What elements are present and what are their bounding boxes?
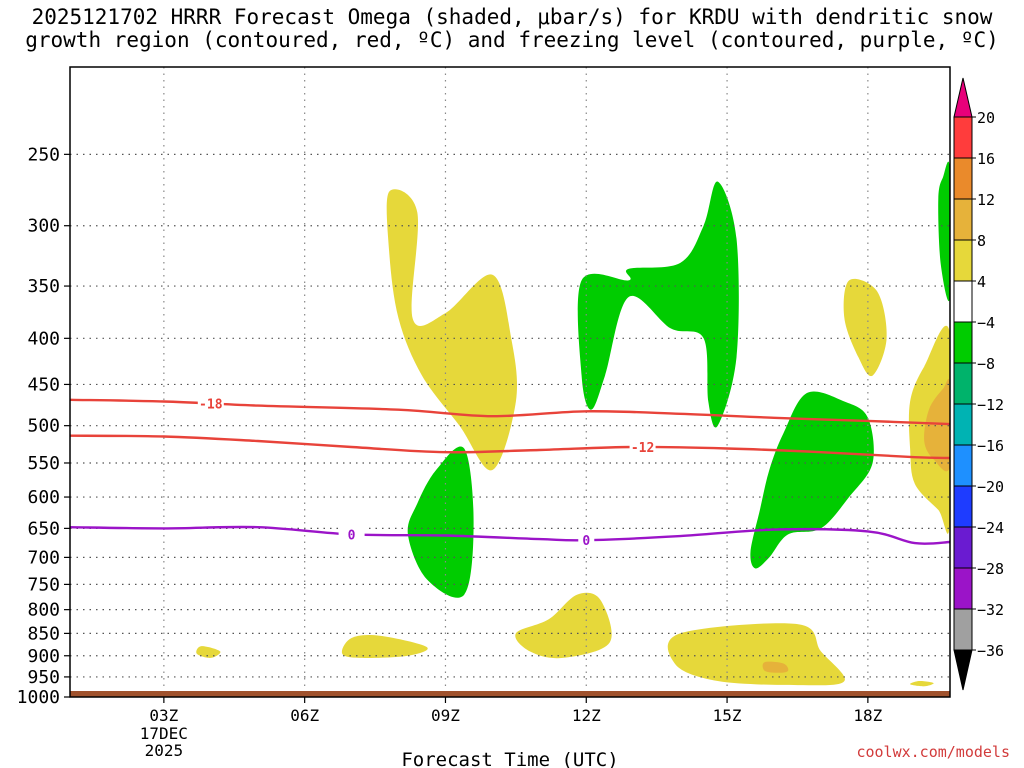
y-tick-label-800: 800 (27, 600, 60, 621)
colorbar-label-6: −8 (977, 355, 995, 373)
omega-shaded-area-upward-motion-area-08z-low-level (341, 634, 428, 659)
omega-shaded-area-downward-motion-area-20z (938, 161, 950, 301)
colorbar-label-13: −36 (977, 642, 1004, 660)
x-date-label-1: 2025 (145, 741, 184, 760)
contour-line--12 (70, 434, 950, 460)
colorbar-bin-11 (953, 567, 973, 610)
contour-label-bg-0 (338, 526, 365, 543)
omega-shaded-area-downward-motion-area-17z (750, 391, 874, 569)
omega-shaded-area-upward-motion-area-18z (843, 278, 887, 377)
contour-label-extra-0: 0 (582, 534, 590, 549)
colorbar-bin-6 (953, 362, 973, 405)
ground-surface (70, 691, 950, 697)
x-tick-label-12Z: 12Z (572, 706, 601, 725)
y-tick-label-700: 700 (27, 547, 60, 568)
omega-shaded-area-downward-motion-area-09z (407, 446, 474, 598)
colorbar-bottom-arrow (953, 649, 973, 691)
colorbar-bin-9 (953, 485, 973, 528)
colorbar-label-9: −20 (977, 478, 1004, 496)
y-tick-label-600: 600 (27, 487, 60, 508)
colorbar-label-2: 12 (977, 191, 995, 209)
omega-shaded-area-upward-motion-area-12z (515, 592, 612, 659)
colorbar-bin-8 (953, 444, 973, 487)
omega-shaded-area-upward-motion-area-16z-core (762, 661, 789, 673)
omega-shaded-area-upward-motion-area-20z-core (924, 378, 950, 472)
colorbar-top-arrow (953, 77, 973, 118)
colorbar-label-5: −4 (977, 314, 995, 332)
y-tick-label-950: 950 (27, 667, 60, 688)
x-date-label-0: 17DEC (140, 724, 188, 743)
colorbar-bin-1 (953, 157, 973, 200)
contour-label--12: -12 (631, 441, 654, 456)
colorbar-label-0: 20 (977, 109, 995, 127)
colorbar-bin-4 (953, 280, 973, 323)
y-tick-label-650: 650 (27, 518, 60, 539)
y-tick-label-300: 300 (27, 216, 60, 237)
colorbar-label-11: −28 (977, 560, 1004, 578)
contour-line-0 (70, 525, 950, 545)
y-tick-label-850: 850 (27, 623, 60, 644)
omega-shaded-area-upward-motion-area-04z (196, 646, 221, 658)
y-tick-label-500: 500 (27, 416, 60, 437)
title-line-1: 2025121702 HRRR Forecast Omega (shaded, … (31, 5, 993, 29)
contour-label-bg--12 (629, 439, 656, 456)
website-credit: coolwx.com/models (856, 743, 1010, 761)
contour-label-0: 0 (348, 528, 356, 543)
y-tick-label-1000: 1000 (17, 687, 60, 708)
title-line-2: growth region (contoured, red, ºC) and f… (25, 28, 999, 52)
y-tick-label-400: 400 (27, 328, 60, 349)
y-tick-label-900: 900 (27, 646, 60, 667)
x-axis-label: Forecast Time (UTC) (401, 749, 618, 768)
colorbar-bin-10 (953, 526, 973, 569)
omega-shaded-area-downward-motion-area-12z (577, 181, 739, 428)
colorbar-label-4: 4 (977, 273, 986, 291)
contour-label-bg--18 (197, 395, 224, 412)
contour-label--18: -18 (199, 398, 223, 413)
x-tick-label-03Z: 03Z (149, 706, 178, 725)
chart-title: 2025121702 HRRR Forecast Omega (shaded, … (0, 6, 1024, 52)
omega-shaded-area-upward-motion-area-16z (667, 623, 845, 686)
omega-shaded-area-upward-motion-area-08z (386, 189, 518, 471)
colorbar-bin-5 (953, 321, 973, 364)
colorbar-bin-12 (953, 608, 973, 651)
colorbar-label-3: 8 (977, 232, 986, 250)
colorbar-label-8: −16 (977, 437, 1004, 455)
colorbar-label-12: −32 (977, 601, 1004, 619)
x-tick-label-06Z: 06Z (290, 706, 319, 725)
y-tick-label-550: 550 (27, 453, 60, 474)
x-tick-label-18Z: 18Z (853, 706, 882, 725)
colorbar-label-10: −24 (977, 519, 1004, 537)
colorbar-label-7: −12 (977, 396, 1004, 414)
y-tick-label-450: 450 (27, 374, 60, 395)
colorbar-bin-3 (953, 239, 973, 282)
colorbar-label-1: 16 (977, 150, 995, 168)
y-tick-label-750: 750 (27, 574, 60, 595)
omega-shaded-area-upward-motion-area-19z (910, 680, 934, 687)
colorbar-bin-0 (953, 116, 973, 159)
colorbar-bin-2 (953, 198, 973, 241)
colorbar-bin-7 (953, 403, 973, 446)
x-tick-label-09Z: 09Z (431, 706, 460, 725)
plot-frame (69, 66, 951, 698)
y-tick-label-250: 250 (27, 144, 60, 165)
y-tick-label-350: 350 (27, 276, 60, 297)
x-tick-label-15Z: 15Z (713, 706, 742, 725)
contour-label-bg-extra-0 (578, 532, 595, 549)
